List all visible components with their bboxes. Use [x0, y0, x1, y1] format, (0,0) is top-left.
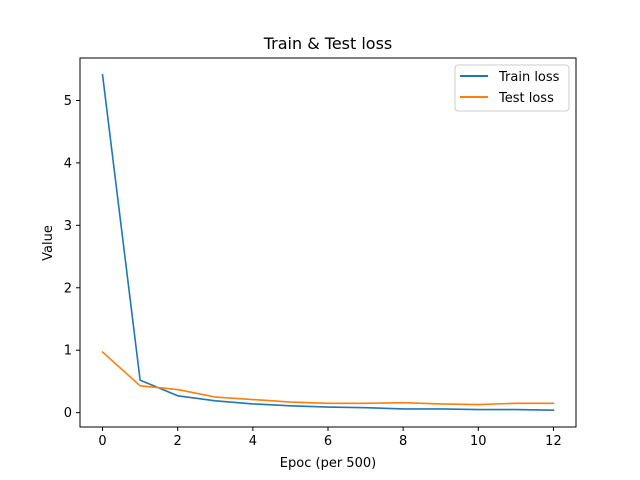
x-tick-label: 4	[249, 434, 257, 449]
x-tick-label: 10	[470, 434, 487, 449]
x-tick-label: 6	[324, 434, 332, 449]
plot-lines	[101, 73, 555, 411]
y-tick-label: 2	[64, 281, 72, 296]
x-tick-label: 0	[98, 434, 106, 449]
y-tick-label: 0	[64, 406, 72, 421]
y-tick-label: 3	[64, 219, 72, 234]
x-tick-label: 8	[399, 434, 407, 449]
x-axis-ticks: 0 2 4 6 8 10 12	[98, 427, 562, 449]
legend-label-train-loss: Train loss	[498, 70, 560, 85]
y-axis-ticks: 0 1 2 3 4 5	[64, 94, 80, 421]
y-tick-label: 1	[64, 344, 72, 359]
y-tick-label: 5	[64, 94, 72, 109]
y-axis-label: Value	[41, 225, 56, 261]
legend-label-test-loss: Test loss	[498, 91, 554, 106]
series-line-train-loss	[101, 73, 555, 411]
plot-frame	[79, 57, 577, 428]
x-axis-label: Epoc (per 500)	[280, 456, 376, 471]
series-line-test-loss	[101, 350, 555, 406]
y-tick-label: 4	[64, 156, 72, 171]
chart-title: Train & Test loss	[263, 34, 393, 53]
x-tick-label: 2	[174, 434, 182, 449]
legend: Train loss Test loss	[454, 64, 570, 112]
x-tick-label: 12	[545, 434, 562, 449]
